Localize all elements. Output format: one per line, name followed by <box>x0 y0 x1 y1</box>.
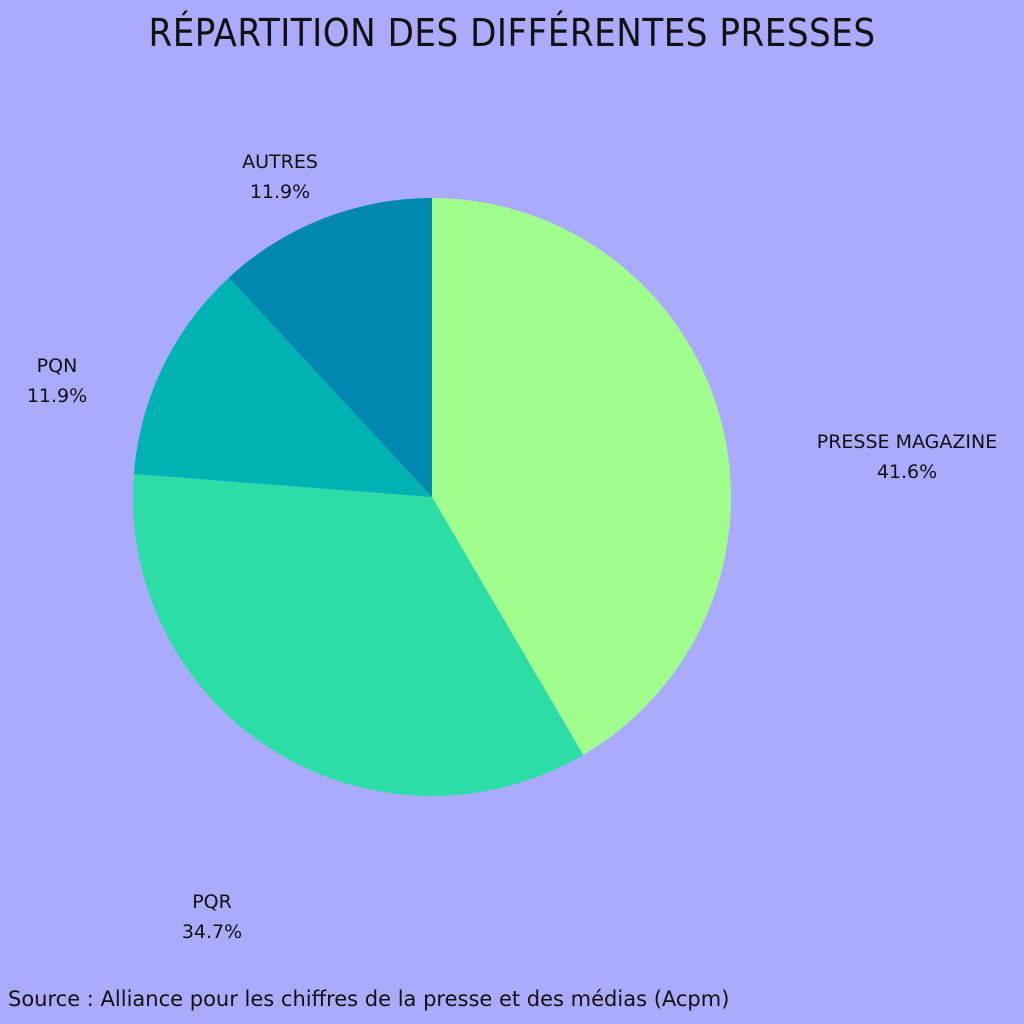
slice-label: PQR <box>192 891 232 913</box>
slice-value-label: 34.7% <box>182 921 242 943</box>
pie <box>133 198 731 796</box>
slice-value-label: 11.9% <box>250 181 310 203</box>
slice-value-label: 41.6% <box>877 461 937 483</box>
slice-value-label: 11.9% <box>27 385 87 407</box>
labels: PRESSE MAGAZINE 41.6% PQR 34.7% PQN 11.9% AUTR… <box>27 151 997 943</box>
pie-slice <box>432 198 731 755</box>
pie-slice <box>133 277 432 497</box>
slice-label: AUTRES <box>242 151 318 173</box>
chart-title: RÉPARTITION DES DIFFÉRENTES PRESSES <box>148 11 875 55</box>
source: Source : Alliance pour les chiffres de l… <box>8 987 729 1011</box>
pie-slice <box>228 198 432 497</box>
slice-label: PRESSE MAGAZINE <box>817 431 997 453</box>
slice-label: PQN <box>37 355 78 377</box>
pie-slice <box>133 474 584 796</box>
